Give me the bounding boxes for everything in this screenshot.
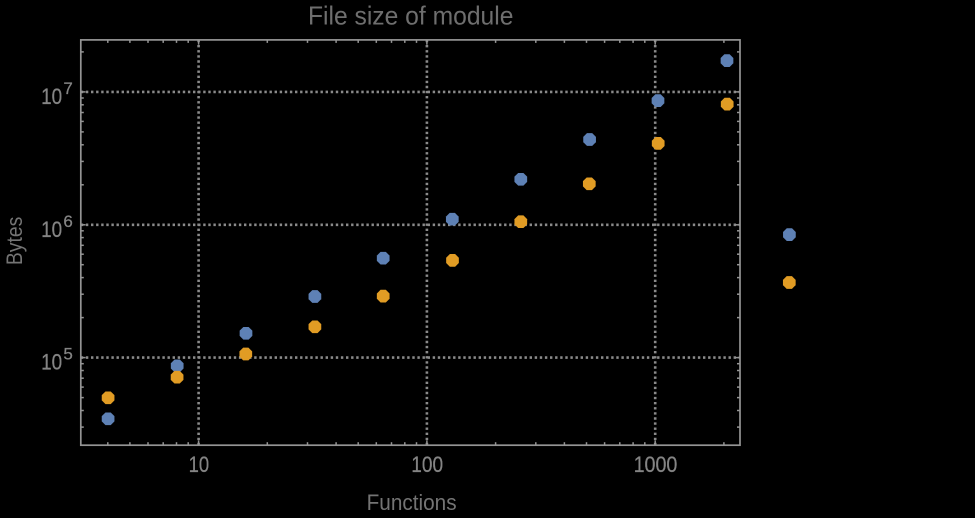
svg-text:Functions: Functions [367, 490, 457, 513]
svg-text:1000: 1000 [634, 452, 678, 477]
svg-text:7: 7 [63, 79, 72, 98]
svg-text:10: 10 [189, 452, 210, 477]
svg-text:File size of module: File size of module [308, 1, 514, 31]
svg-text:6: 6 [63, 212, 72, 231]
svg-text:100: 100 [411, 452, 443, 477]
svg-text:5: 5 [63, 345, 72, 364]
svg-text:Bytes: Bytes [2, 217, 27, 266]
svg-text:10: 10 [41, 350, 62, 375]
svg-text:10: 10 [41, 217, 62, 242]
svg-text:10: 10 [41, 84, 62, 109]
